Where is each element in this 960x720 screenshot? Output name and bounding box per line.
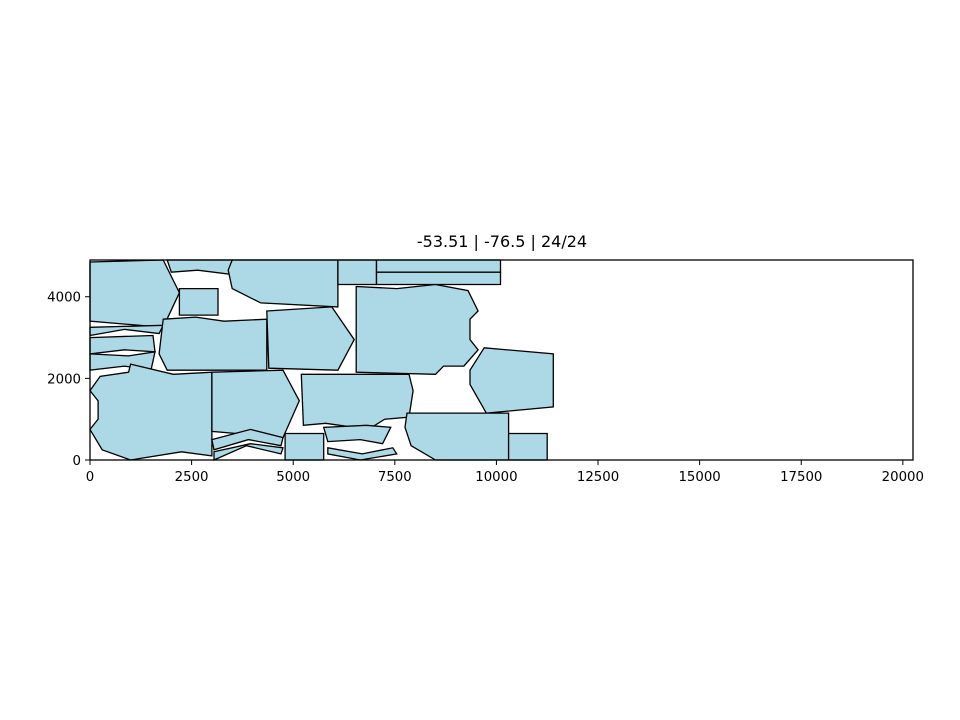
x-tick-label: 0 [86, 470, 94, 485]
x-tick-label: 12500 [577, 470, 619, 485]
x-axis: 0 2500 5000 7500 10000 12500 15000 17500 20000 [86, 460, 924, 485]
y-axis: 0 2000 4000 [47, 291, 90, 469]
piece-3 [227, 259, 339, 308]
x-tick-label: 17500 [780, 470, 822, 485]
piece-17 [300, 373, 414, 431]
piece-5 [375, 259, 502, 273]
piece-19 [404, 412, 510, 461]
piece-12 [266, 306, 355, 371]
piece-15 [89, 363, 213, 461]
piece-2 [166, 259, 233, 276]
piece-7 [178, 287, 219, 316]
piece-6 [375, 271, 502, 286]
x-tick-label: 7500 [378, 470, 412, 485]
piece-13 [355, 283, 479, 375]
x-tick-label: 2500 [175, 470, 209, 485]
piece-8 [89, 324, 165, 337]
x-tick-label: 20000 [882, 470, 924, 485]
y-tick-label: 2000 [47, 372, 81, 387]
y-tick-label: 0 [73, 454, 81, 469]
piece-18 [322, 424, 392, 445]
pieces-layer [89, 259, 554, 461]
chart-title: -53.51 | -76.5 | 24/24 [417, 232, 587, 251]
piece-1 [89, 259, 181, 328]
piece-24 [327, 447, 398, 461]
plot-frame [89, 259, 914, 461]
piece-11 [158, 316, 268, 371]
piece-22 [211, 428, 284, 451]
piece-21 [284, 432, 325, 461]
y-tick-label: 4000 [47, 291, 81, 306]
piece-14 [469, 347, 554, 414]
piece-16 [211, 369, 301, 439]
piece-20 [507, 432, 548, 461]
piece-4 [337, 259, 378, 286]
x-tick-label: 10000 [475, 470, 517, 485]
x-tick-label: 15000 [678, 470, 720, 485]
x-tick-label: 5000 [276, 470, 310, 485]
piece-9 [89, 334, 156, 355]
